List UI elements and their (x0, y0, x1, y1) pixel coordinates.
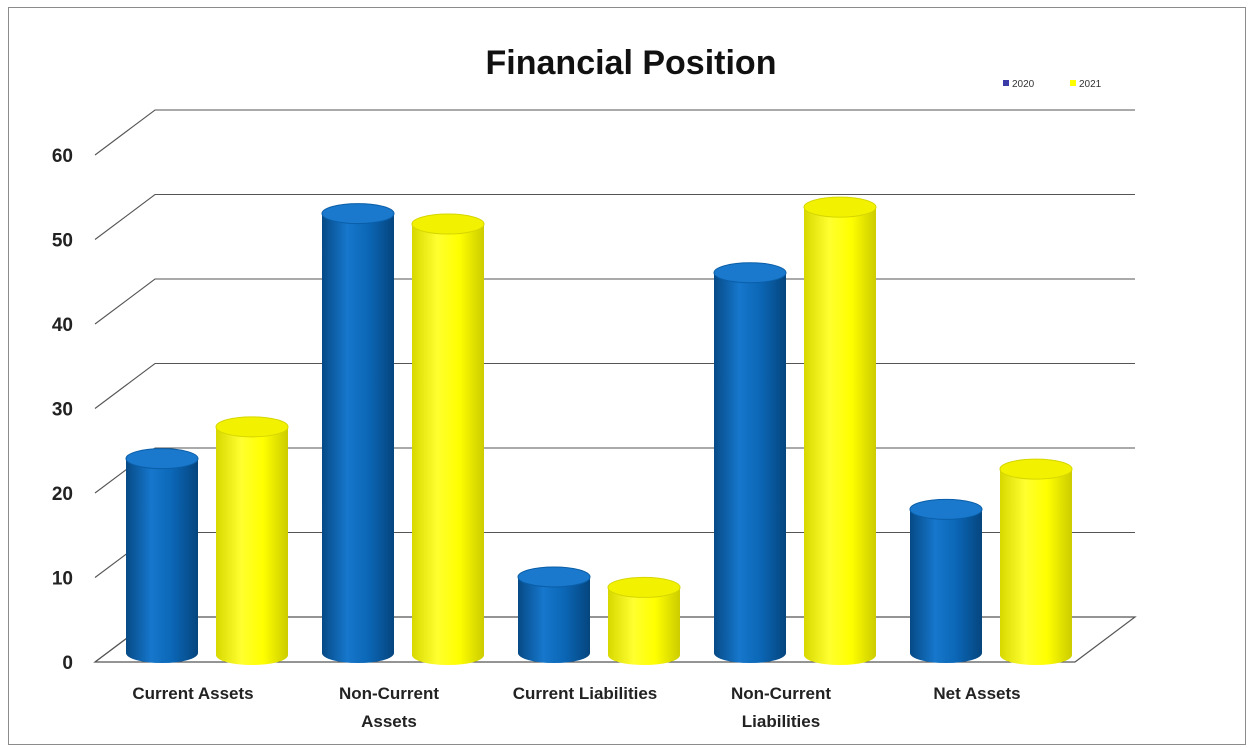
bar-top (607, 576, 681, 598)
bar-2021-non-current-liabilities (803, 196, 877, 665)
bar-body (322, 213, 394, 663)
chart-bars (125, 196, 1073, 666)
legend-label-2021: 2021 (1079, 79, 1102, 90)
legend: 2020 2021 (1003, 79, 1102, 90)
bar-2021-non-current-assets (411, 213, 485, 666)
legend-swatch-2020 (1003, 80, 1009, 86)
bar-body (804, 207, 876, 665)
category-label-non-current-assets: Non-Current Assets (339, 684, 439, 731)
chart-title: Financial Position (486, 44, 777, 82)
bar-2020-current-liabilities (517, 566, 591, 663)
gridline (94, 109, 1135, 156)
category-label-current-assets: Current Assets (132, 684, 253, 703)
bar-body (412, 224, 484, 666)
category-label-non-current-liabilities: Non-Current Liabilities (731, 684, 831, 731)
legend-label-2020: 2020 (1012, 79, 1035, 90)
y-tick-label: 0 (62, 653, 73, 674)
bar-2021-net-assets (999, 458, 1073, 665)
bar-top (321, 203, 395, 225)
bar-2020-non-current-liabilities (713, 262, 787, 663)
y-tick-label: 60 (52, 146, 73, 167)
bar-top (803, 196, 877, 218)
gridline (94, 193, 1135, 240)
bar-top (713, 262, 787, 284)
gridline (94, 278, 1135, 325)
bar-top (411, 213, 485, 235)
y-tick-label: 40 (52, 315, 73, 336)
bar-top (215, 416, 289, 438)
gridline (94, 362, 1135, 409)
bar-body (518, 576, 590, 663)
bar-2021-current-liabilities (607, 576, 681, 665)
bar-top (125, 448, 199, 470)
bar-top (999, 458, 1073, 480)
x-axis-categories: Current Assets Non-Current Assets Current L… (132, 684, 1020, 731)
y-axis-ticks: 0 10 20 30 40 50 60 (52, 146, 73, 674)
y-tick-label: 50 (52, 231, 73, 252)
bar-2020-current-assets (125, 448, 199, 663)
y-tick-label: 20 (52, 484, 73, 505)
y-tick-label: 10 (52, 569, 73, 590)
bar-body (910, 509, 982, 663)
bar-top (909, 498, 983, 520)
bar-2020-net-assets (909, 498, 983, 663)
y-tick-label: 30 (52, 400, 73, 421)
bar-body (126, 458, 198, 663)
category-label-net-assets: Net Assets (933, 684, 1020, 703)
bar-body (714, 272, 786, 663)
category-label-current-liabilities: Current Liabilities (513, 684, 658, 703)
bar-body (608, 587, 680, 665)
bar-2020-non-current-assets (321, 203, 395, 663)
bar-2021-current-assets (215, 416, 289, 665)
bar-top (517, 566, 591, 588)
bar-body (216, 426, 288, 665)
legend-swatch-2021 (1070, 80, 1076, 86)
bar-body (1000, 469, 1072, 665)
